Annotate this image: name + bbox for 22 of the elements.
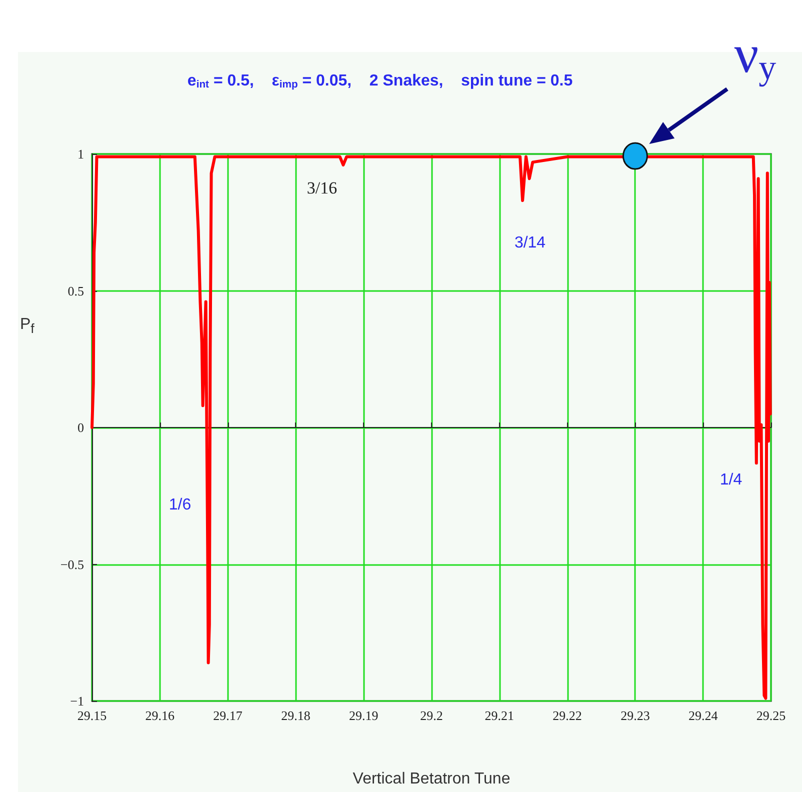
annotation: 3/16	[306, 178, 338, 198]
y-tick-label: −0.5	[60, 556, 84, 572]
x-tick-label: 29.2	[420, 708, 443, 723]
annotation: 1/4	[720, 472, 742, 488]
x-tick-label: 29.22	[552, 708, 582, 723]
x-tick-label: 29.17	[213, 708, 243, 723]
x-tick-label: 29.23	[620, 708, 650, 723]
annotation: 1/6	[168, 496, 192, 514]
annotation: 3/14	[514, 234, 546, 252]
x-tick-label: 29.19	[348, 708, 378, 723]
x-tick-label: 29.16	[145, 708, 176, 723]
y-tick-label: 0	[78, 420, 84, 435]
y-axis-title: P$_{f}$	[20, 316, 34, 336]
x-tick-label: 29.25	[756, 708, 786, 723]
x-tick-label: 29.18	[281, 708, 310, 723]
x-tick-label: 29.21	[484, 708, 514, 723]
x-axis-title: Vertical Betatron Tune	[352, 770, 510, 788]
y-tick-label: −1	[70, 694, 84, 708]
y-tick-label: 1	[78, 146, 84, 162]
x-tick-label: 29.24	[688, 708, 718, 723]
x-tick-label: 29.15	[77, 708, 107, 723]
y-tick-label: 0.5	[68, 283, 84, 298]
